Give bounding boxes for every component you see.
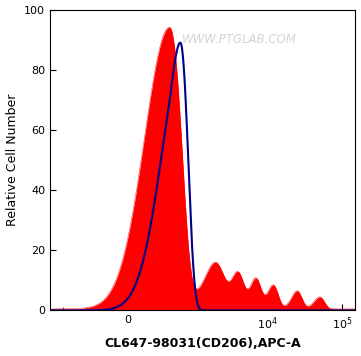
Text: WWW.PTGLAB.COM: WWW.PTGLAB.COM xyxy=(182,33,297,46)
X-axis label: CL647-98031(CD206),APC-A: CL647-98031(CD206),APC-A xyxy=(104,337,301,350)
Y-axis label: Relative Cell Number: Relative Cell Number xyxy=(5,94,18,226)
